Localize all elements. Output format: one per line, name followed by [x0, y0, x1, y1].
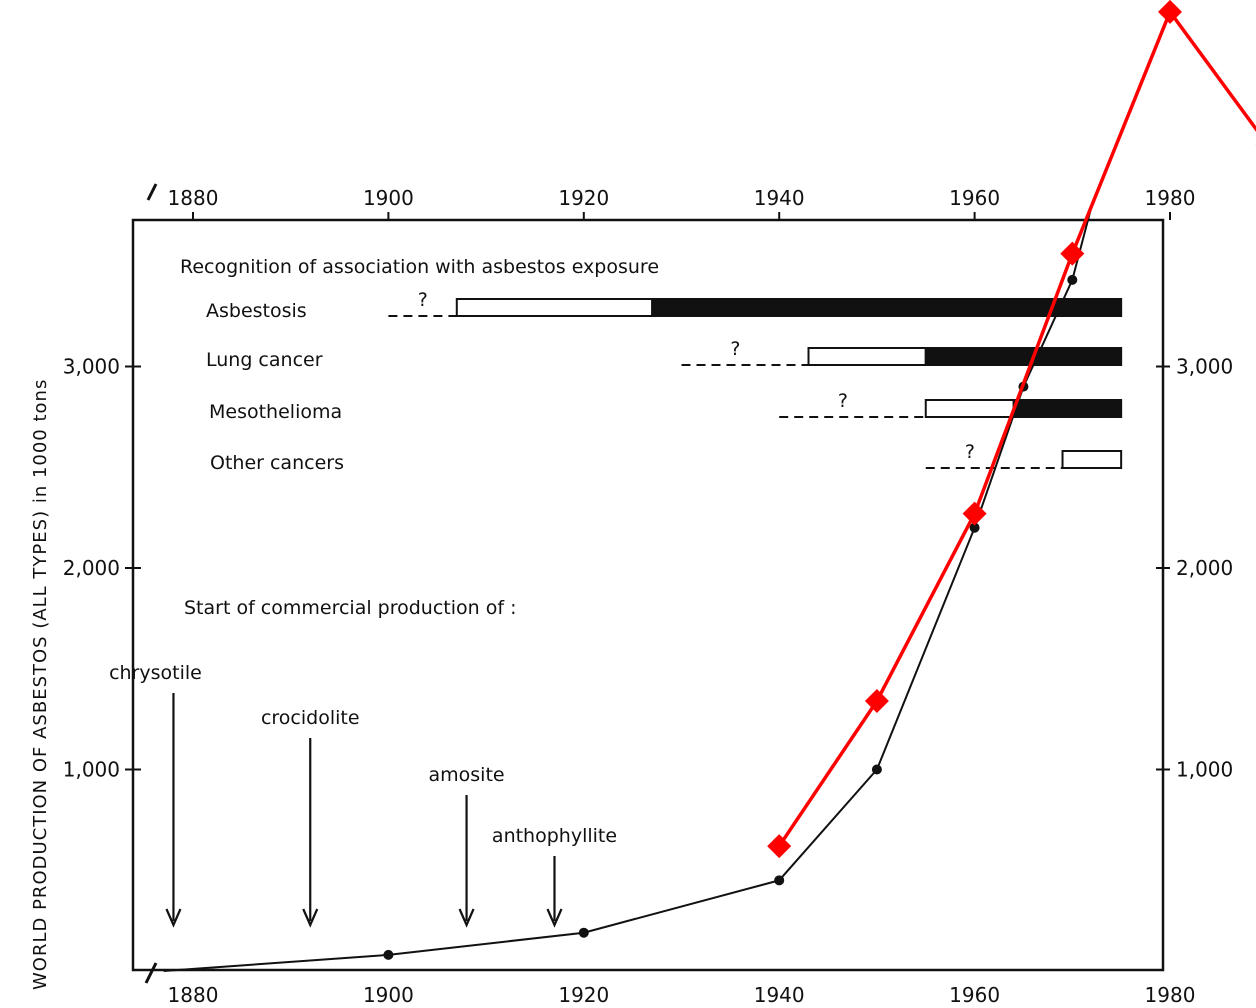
y-tick-label-left: 2,000 [63, 556, 120, 580]
y-tick-label-right: 1,000 [1176, 758, 1233, 782]
recognition-heading: Recognition of association with asbestos… [180, 256, 659, 278]
series-line [777, 8, 1256, 848]
production-data-point [774, 875, 785, 886]
production-data-point [871, 764, 882, 775]
question-mark: ? [730, 338, 740, 360]
x-tick-label-top: 1960 [949, 186, 1000, 210]
production-data-point [383, 949, 394, 960]
plot-frame [131, 218, 1165, 972]
recognition-label: Other cancers [210, 452, 344, 474]
full-recognition-bar [924, 347, 1123, 366]
x-ticks-bottom: 1880 1900 1920 1940 1960 1980 [168, 983, 1196, 1007]
x-tick-label-bottom: 1920 [558, 983, 609, 1007]
recognition-label: Lung cancer [206, 349, 323, 371]
fiber-arrow-head [546, 908, 563, 928]
axis-break-top [146, 183, 158, 201]
red-data-point [1158, 0, 1182, 24]
fiber-label: crocidolite [261, 707, 360, 729]
y-tick-label-right: 3,000 [1176, 355, 1233, 379]
x-tick-label-top: 1980 [1145, 186, 1196, 210]
x-tick-label-bottom: 1880 [168, 983, 219, 1007]
question-mark: ? [965, 441, 975, 463]
partial-recognition-bar [455, 298, 654, 317]
question-mark: ? [838, 390, 848, 412]
y-tick-label-right: 2,000 [1176, 556, 1233, 580]
production-data-point [969, 522, 980, 533]
y-tick-label-left: 1,000 [63, 758, 120, 782]
x-tick-label-bottom: 1960 [949, 983, 1000, 1007]
x-tick-label-bottom: 1900 [363, 983, 414, 1007]
x-tick-label-top: 1920 [558, 186, 609, 210]
x-ticks-top: 1880 1900 1920 1940 1960 1980 [168, 186, 1196, 220]
fiber-arrow-head [165, 908, 182, 928]
recognition-label: Mesothelioma [209, 401, 342, 423]
x-tick-label-top: 1900 [363, 186, 414, 210]
y-ticks-left: 1,000 2,000 3,000 [63, 355, 141, 782]
fiber-label: amosite [429, 764, 505, 786]
full-recognition-bar [1012, 399, 1123, 418]
red-data-point [767, 834, 792, 859]
production-data-point [1067, 274, 1078, 285]
y-tick-label-left: 3,000 [63, 355, 120, 379]
partial-recognition-bar [807, 347, 927, 366]
fiber-label: chrysotile [109, 662, 202, 684]
red-data-point [962, 501, 987, 526]
production-start-heading: Start of commercial production of : [184, 597, 516, 619]
partial-recognition-bar [924, 399, 1015, 418]
fiber-arrows: chrysotile crocidolite amosite anthophyllit… [109, 662, 617, 928]
y-axis-label: WORLD PRODUCTION OF ASBESTOS (ALL TYPES)… [30, 379, 51, 990]
red-data-point [1060, 241, 1085, 266]
y-ticks-right: 1,000 2,000 3,000 [1156, 355, 1233, 782]
recognition-rows: Asbestosis ? Lung cancer ? Mesothelioma ? Othe… [206, 289, 1123, 474]
recognition-label: Asbestosis [206, 300, 307, 322]
x-tick-label-bottom: 1940 [754, 983, 805, 1007]
full-recognition-bar [651, 298, 1123, 317]
series-layer [163, 0, 1256, 972]
fiber-arrow-head [302, 908, 319, 928]
red-data-point [864, 688, 889, 713]
axis-break-bottom [144, 962, 158, 984]
production-data-point [578, 927, 589, 938]
question-mark: ? [418, 289, 428, 311]
partial-recognition-bar [1061, 450, 1123, 469]
x-tick-label-bottom: 1980 [1145, 983, 1196, 1007]
x-tick-label-top: 1940 [754, 186, 805, 210]
fiber-arrow-head [458, 908, 475, 928]
x-tick-label-top: 1880 [168, 186, 219, 210]
fiber-label: anthophyllite [492, 825, 617, 847]
axis-break-marks [144, 183, 158, 984]
